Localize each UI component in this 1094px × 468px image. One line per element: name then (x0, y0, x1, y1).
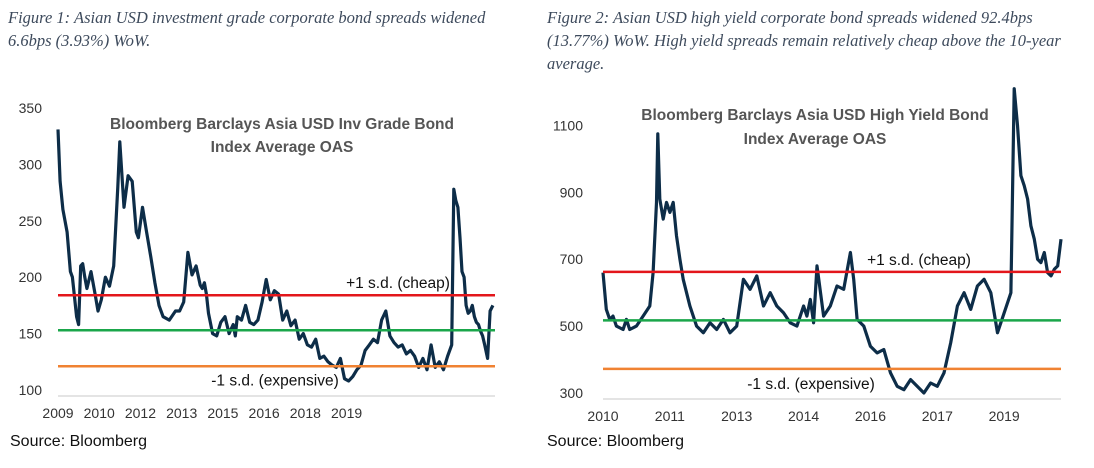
figure-2-chart: Bloomberg Barclays Asia USD High Yield B… (553, 87, 1063, 424)
chart-1-y-tick-label: 250 (19, 213, 43, 229)
chart-1-x-tick-label: 2016 (249, 405, 280, 421)
chart-1-x-tick-label: 2019 (331, 405, 362, 421)
chart-2-y-tick-label: 900 (560, 184, 584, 200)
chart-1-reference-label: +1 s.d. (cheap) (346, 275, 450, 292)
figure-1-chart: Bloomberg Barclays Asia USD Inv Grade Bo… (19, 100, 495, 421)
figure-1-panel: Figure 1: Asian USD investment grade cor… (0, 0, 530, 468)
chart-1-title-line: Bloomberg Barclays Asia USD Inv Grade Bo… (110, 116, 454, 133)
chart-1-y-tick-label: 200 (19, 269, 43, 285)
chart-2-x-tick-label: 2010 (587, 408, 618, 424)
chart-1-x-tick-label: 2015 (207, 405, 238, 421)
figure-1-caption: Figure 1: Asian USD investment grade cor… (8, 8, 486, 50)
chart-2-title-line: Bloomberg Barclays Asia USD High Yield B… (641, 107, 988, 124)
chart-2-x-tick-label: 2014 (788, 408, 819, 424)
chart-2-x-tick-label: 2017 (922, 408, 953, 424)
chart-2-y-tick-label: 300 (560, 385, 584, 401)
chart-1-y-tick-label: 300 (19, 156, 43, 172)
chart-1-oas-series-line (56, 129, 495, 383)
chart-1-x-tick-label: 2012 (125, 405, 156, 421)
chart-2-x-tick-label: 2016 (855, 408, 886, 424)
chart-1-y-tick-label: 150 (19, 326, 43, 342)
chart-1-x-tick-label: 2013 (166, 405, 197, 421)
chart-1-title-line: Index Average OAS (211, 139, 354, 156)
chart-1-x-tick-label: 2009 (42, 405, 73, 421)
chart-2-reference-label: -1 s.d. (expensive) (747, 376, 875, 393)
chart-2-x-tick-label: 2011 (655, 408, 685, 424)
chart-1-x-tick-label: 2018 (290, 405, 321, 421)
figure-2-caption: Figure 2: Asian USD high yield corporate… (547, 8, 1061, 73)
figure-2-source: Source: Bloomberg (547, 433, 684, 450)
chart-1-reference-label: -1 s.d. (expensive) (211, 372, 339, 389)
chart-1-y-tick-label: 100 (19, 382, 43, 398)
chart-2-x-tick-label: 2013 (721, 408, 752, 424)
chart-2-oas-series-line (601, 87, 1063, 395)
chart-2-y-tick-label: 500 (560, 318, 584, 334)
figure-1-source: Source: Bloomberg (10, 433, 147, 450)
chart-1-x-tick-label: 2010 (84, 405, 115, 421)
chart-2-x-tick-label: 2019 (989, 408, 1020, 424)
figure-2-panel: Figure 2: Asian USD high yield corporate… (545, 0, 1094, 468)
chart-2-title-line: Index Average OAS (744, 131, 887, 148)
chart-1-y-tick-label: 350 (19, 100, 43, 116)
chart-2-y-tick-label: 1100 (553, 117, 583, 133)
chart-2-reference-label: +1 s.d. (cheap) (867, 252, 971, 269)
chart-2-y-tick-label: 700 (560, 251, 584, 267)
